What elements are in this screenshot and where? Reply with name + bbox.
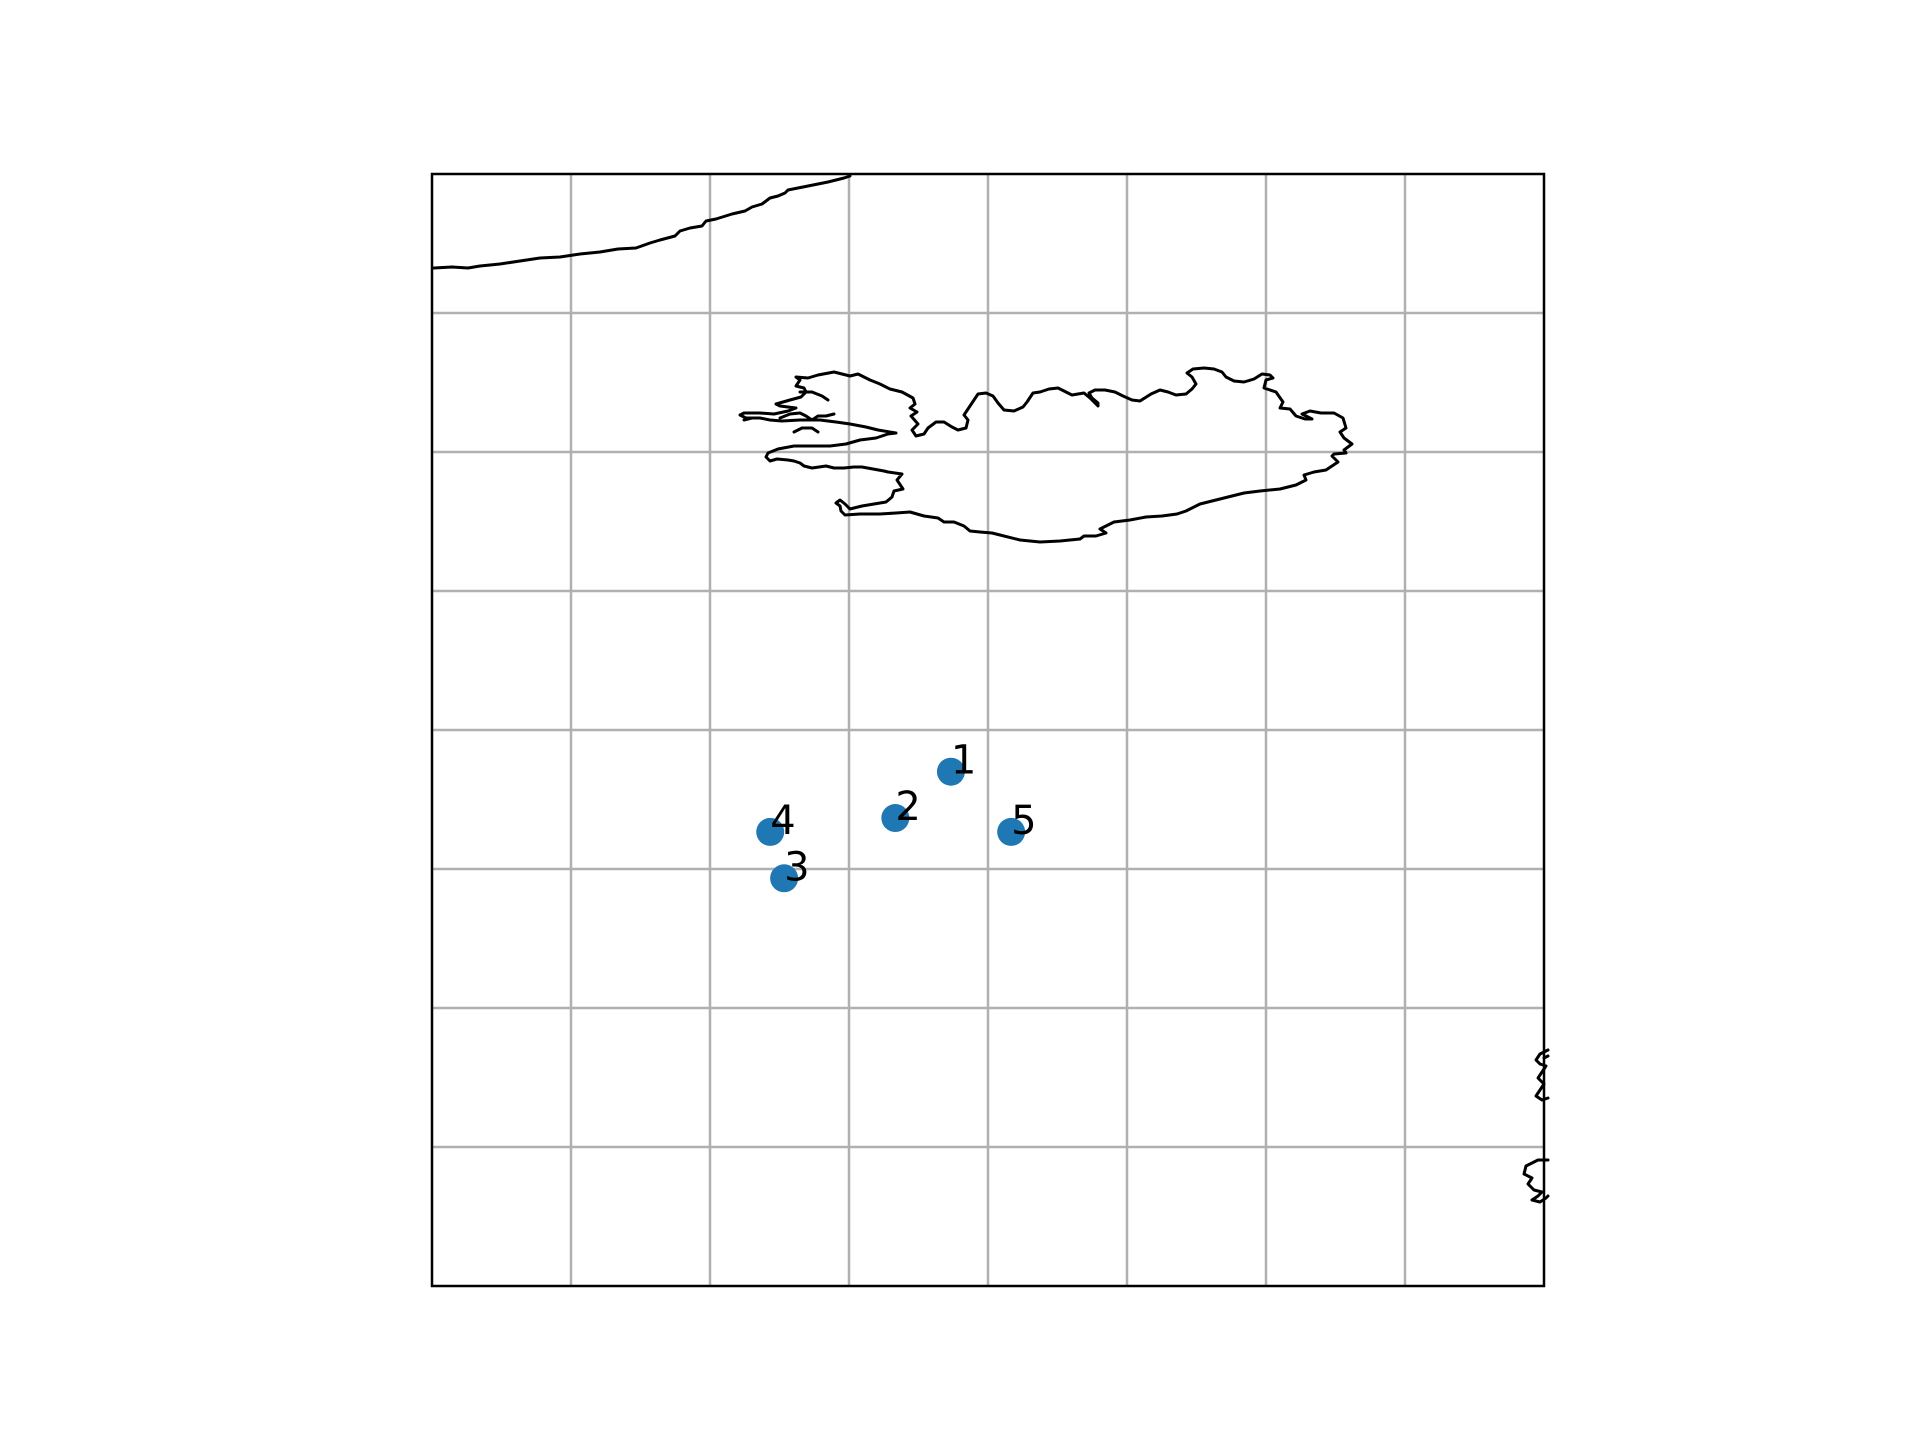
point-label: 5: [1011, 798, 1036, 844]
point-marker[interactable]: [881, 804, 910, 833]
coastline-shetland: [1522, 1158, 1550, 1204]
point-marker[interactable]: [997, 817, 1026, 846]
point-marker[interactable]: [936, 757, 965, 786]
map-point-2[interactable]: 2: [881, 784, 921, 833]
coastlines: [432, 174, 1550, 1204]
point-label: 2: [895, 784, 920, 830]
points-layer: 12 34 5: [756, 738, 1037, 893]
map-point-3[interactable]: 3: [770, 844, 810, 893]
map-frame: [430, 172, 1546, 1288]
point-marker[interactable]: [756, 817, 785, 846]
point-label: 1: [951, 738, 976, 784]
map-point-5[interactable]: 5: [997, 798, 1037, 846]
point-label: 3: [784, 844, 809, 890]
map-point-1[interactable]: 1: [936, 738, 976, 786]
map-point-4[interactable]: 4: [756, 798, 796, 846]
coastline-iceland: [738, 366, 1354, 544]
gridlines: [432, 174, 1544, 1286]
point-label: 4: [770, 798, 795, 844]
point-marker[interactable]: [770, 864, 799, 893]
coastline-westfjords: [742, 390, 836, 434]
coastline-greenland: [432, 174, 852, 270]
